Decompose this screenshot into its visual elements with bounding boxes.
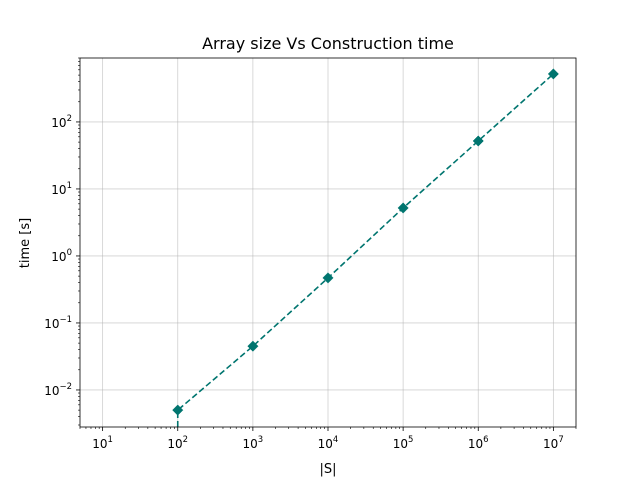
y-axis-label: time [s] [18, 218, 33, 268]
x-tick-label: 107 [543, 435, 564, 451]
y-tick-label: 10−2 [44, 382, 72, 398]
series [172, 68, 559, 427]
chart-title: Array size Vs Construction time [202, 34, 454, 53]
x-tick-label: 101 [92, 435, 113, 451]
data-point [172, 404, 184, 416]
y-tick-label: 101 [51, 181, 72, 197]
x-axis-label: |S| [319, 462, 336, 477]
x-tick-label: 102 [167, 435, 188, 451]
x-tick-label: 106 [468, 435, 489, 451]
y-tick-label: 10−1 [44, 315, 72, 331]
data-point [547, 68, 559, 80]
grid [80, 58, 576, 427]
major-ticks: 101 102 103 104 105 106 107 10−2 10−1 100 101 102 [44, 114, 564, 451]
x-tick-label: 104 [318, 435, 339, 451]
plot-frame [79, 57, 577, 428]
data-point [247, 340, 259, 352]
data-point [472, 135, 484, 147]
data-point [322, 272, 334, 284]
x-tick-label: 105 [393, 435, 414, 451]
y-tick-label: 100 [51, 248, 72, 264]
data-point [397, 202, 409, 214]
x-tick-label: 103 [243, 435, 264, 451]
y-tick-label: 102 [51, 114, 72, 130]
